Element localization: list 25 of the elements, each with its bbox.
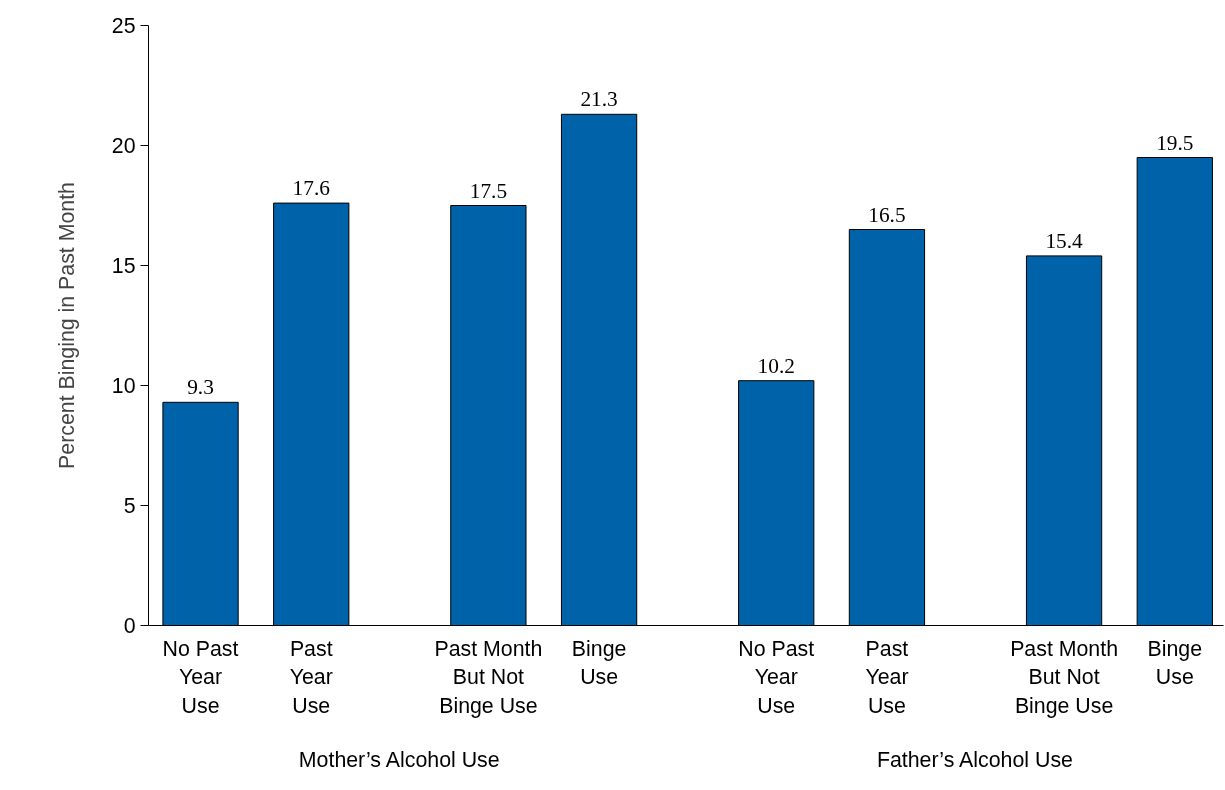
x-tick-label: Past Year Use	[289, 636, 333, 719]
data-label: 10.2	[757, 353, 795, 378]
y-tick-label: 15	[111, 254, 136, 278]
data-label: 19.5	[1156, 130, 1194, 155]
data-label: 21.3	[580, 87, 618, 112]
x-tick-label: No Past Year Use	[162, 636, 239, 719]
data-label: 9.3	[187, 375, 214, 400]
y-tick-label: 5	[123, 494, 136, 518]
y-tick-label: 25	[111, 14, 136, 38]
y-tick-label: 0	[123, 614, 136, 638]
x-tick-label: Past Year Use	[865, 636, 909, 719]
data-label: 17.5	[469, 178, 508, 203]
x-tick-label: Past Month But Not Binge Use	[1010, 636, 1119, 719]
text: Mother’s Alcohol Use	[298, 747, 500, 772]
y-tick-label: 10	[111, 374, 136, 398]
data-label: 17.6	[292, 176, 331, 201]
y-tick-label: 20	[111, 134, 136, 158]
x-tick-label: Binge Use	[1147, 636, 1203, 690]
x-tick-label: No Past Year Use	[738, 636, 815, 719]
text: Father’s Alcohol Use	[876, 747, 1073, 772]
data-label: 15.4	[1045, 228, 1084, 253]
data-label: 16.5	[868, 202, 906, 227]
x-tick-label: Past Month But Not Binge Use	[434, 636, 543, 719]
x-tick-label: Binge Use	[571, 636, 627, 690]
y-axis-title: Percent Binging in Past Month	[54, 182, 79, 469]
